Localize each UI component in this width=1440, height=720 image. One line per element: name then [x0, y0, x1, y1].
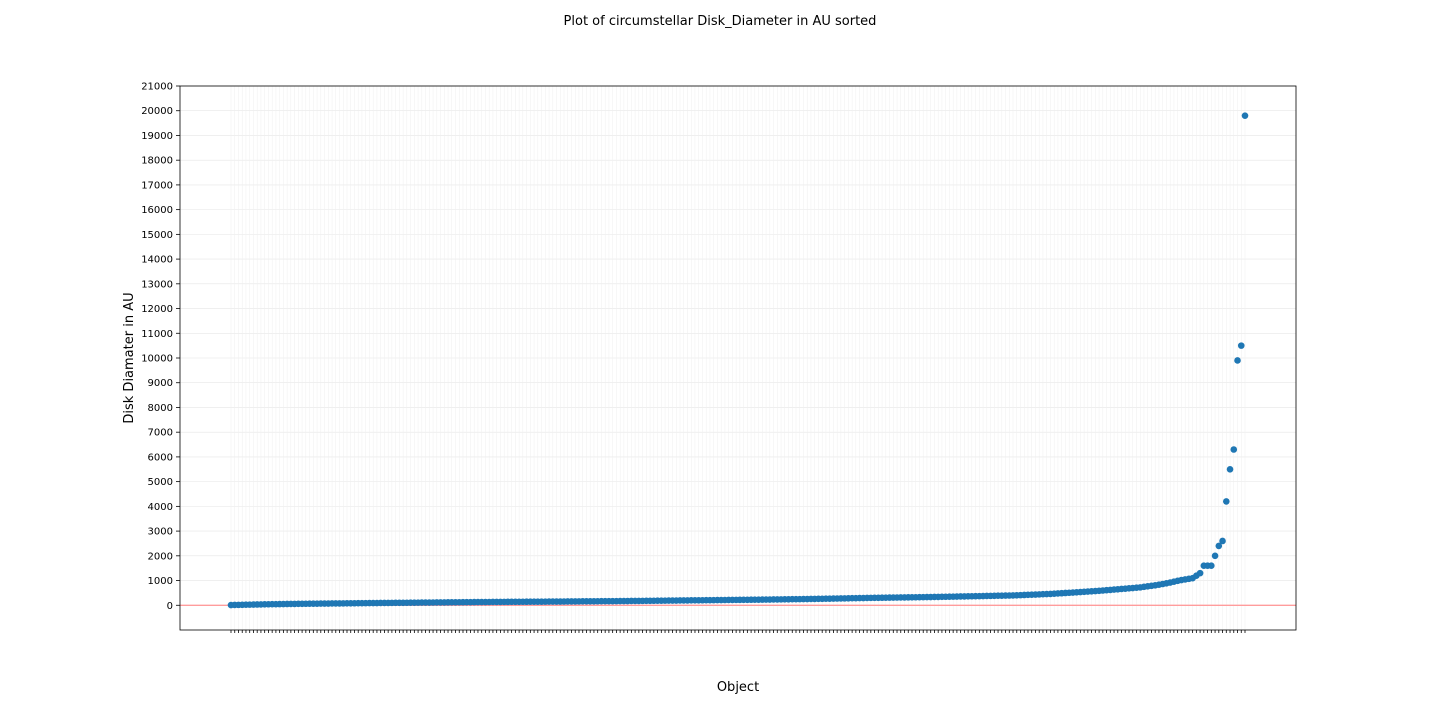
- y-tick-label: 20000: [141, 106, 173, 117]
- grid-layer: [180, 85, 1296, 630]
- data-point: [1241, 112, 1249, 119]
- data-point: [1196, 569, 1204, 577]
- y-tick-label: 18000: [141, 156, 173, 167]
- y-tick-label: 4000: [148, 502, 173, 513]
- y-tick-label: 17000: [141, 180, 173, 191]
- y-tick-label: 2000: [148, 551, 173, 562]
- x-axis: [230, 630, 1246, 633]
- data-point: [1237, 342, 1245, 349]
- chart-title: Plot of circumstellar Disk_Diameter in A…: [564, 14, 877, 29]
- y-tick-label: 15000: [141, 230, 173, 241]
- y-tick-label: 13000: [141, 279, 173, 290]
- y-tick-label: 10000: [141, 354, 173, 365]
- y-tick-label: 6000: [148, 452, 173, 463]
- data-point: [1226, 465, 1234, 473]
- data-point: [1215, 542, 1223, 550]
- data-point: [1211, 552, 1219, 560]
- points-layer: [227, 112, 1249, 609]
- y-tick-label: 0: [167, 601, 173, 612]
- y-tick-label: 19000: [141, 131, 173, 142]
- y-tick-label: 5000: [148, 477, 173, 488]
- y-tick-label: 21000: [141, 82, 173, 93]
- plot-frame: [179, 85, 1297, 631]
- y-tick-label: 1000: [148, 576, 173, 587]
- data-point: [1234, 357, 1241, 364]
- y-tick-label: 9000: [148, 378, 173, 389]
- data-point: [1230, 446, 1238, 453]
- y-tick-label: 3000: [148, 527, 173, 538]
- y-tick-label: 12000: [141, 304, 173, 315]
- data-point: [1219, 537, 1226, 545]
- y-tick-label: 16000: [141, 205, 173, 216]
- data-point: [1222, 498, 1230, 505]
- y-tick-label: 14000: [141, 255, 173, 266]
- y-tick-label: 11000: [141, 329, 173, 340]
- y-tick-label: 7000: [148, 428, 173, 439]
- data-point: [1208, 562, 1215, 570]
- y-tick-label: 8000: [148, 403, 173, 414]
- y-axis-label: Disk Diamater in AU: [122, 292, 137, 423]
- x-axis-label: Object: [717, 680, 759, 695]
- y-axis: 0 1000 2000 3000 4000 5000 6000 7000 8000 9000 100…: [141, 82, 180, 612]
